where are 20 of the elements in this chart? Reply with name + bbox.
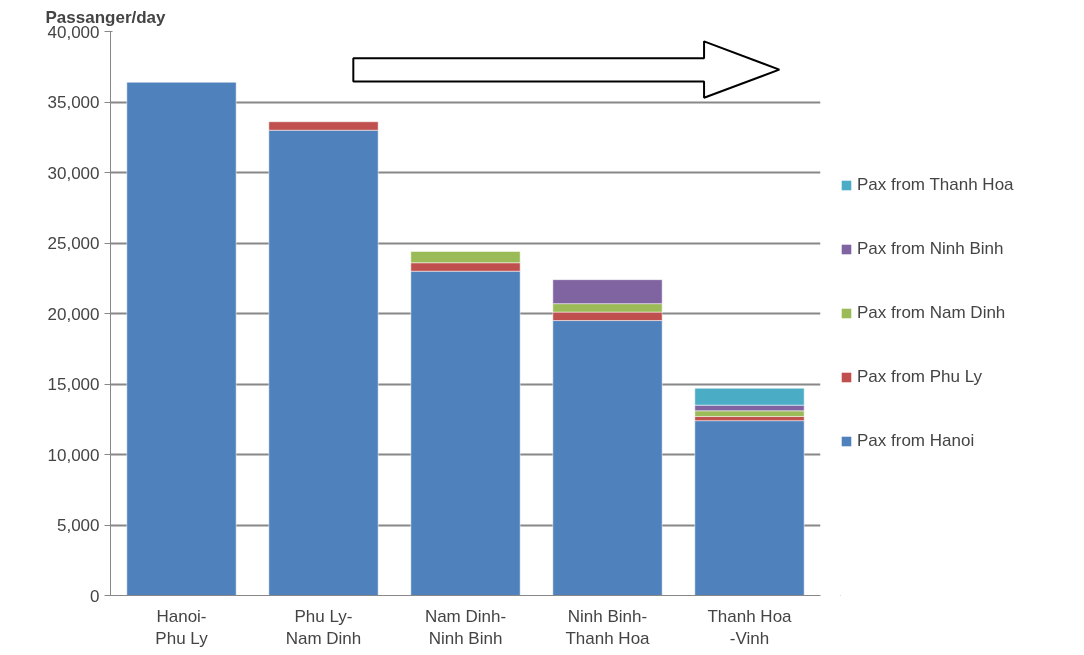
y-tick-label: 20,000 (47, 304, 100, 324)
legend-label: Pax from Nam Dinh (857, 303, 1006, 323)
x-tick-label: Ninh Binh- Thanh Hoa (565, 606, 651, 649)
bar (126, 82, 237, 596)
x-tick-label: Phu Ly- Nam Dinh (285, 606, 362, 649)
y-tick-label: 25,000 (47, 234, 100, 253)
x-tick-label: Nam Dinh- Ninh Binh (424, 606, 507, 649)
legend-label: Pax from Hanoi (857, 431, 975, 451)
y-tick-label: 35,000 (47, 93, 100, 112)
y-tick-label: 15,000 (47, 375, 100, 394)
y-tick-label: 0 (90, 586, 100, 606)
x-tick-label: Thanh Hoa -Vinh (707, 606, 793, 649)
y-tick-label: 5,000 (56, 516, 100, 535)
legend-label: Pax from Thanh Hoa (857, 175, 1014, 195)
y-tick-label: 30,000 (47, 163, 100, 183)
y-tick-label: 10,000 (47, 445, 100, 465)
x-tick-label: Hanoi- Phu Ly (155, 606, 209, 649)
legend-label: Pax from Ninh Binh (857, 239, 1004, 259)
legend-label: Pax from Phu Ly (857, 367, 983, 387)
bar (694, 420, 805, 596)
